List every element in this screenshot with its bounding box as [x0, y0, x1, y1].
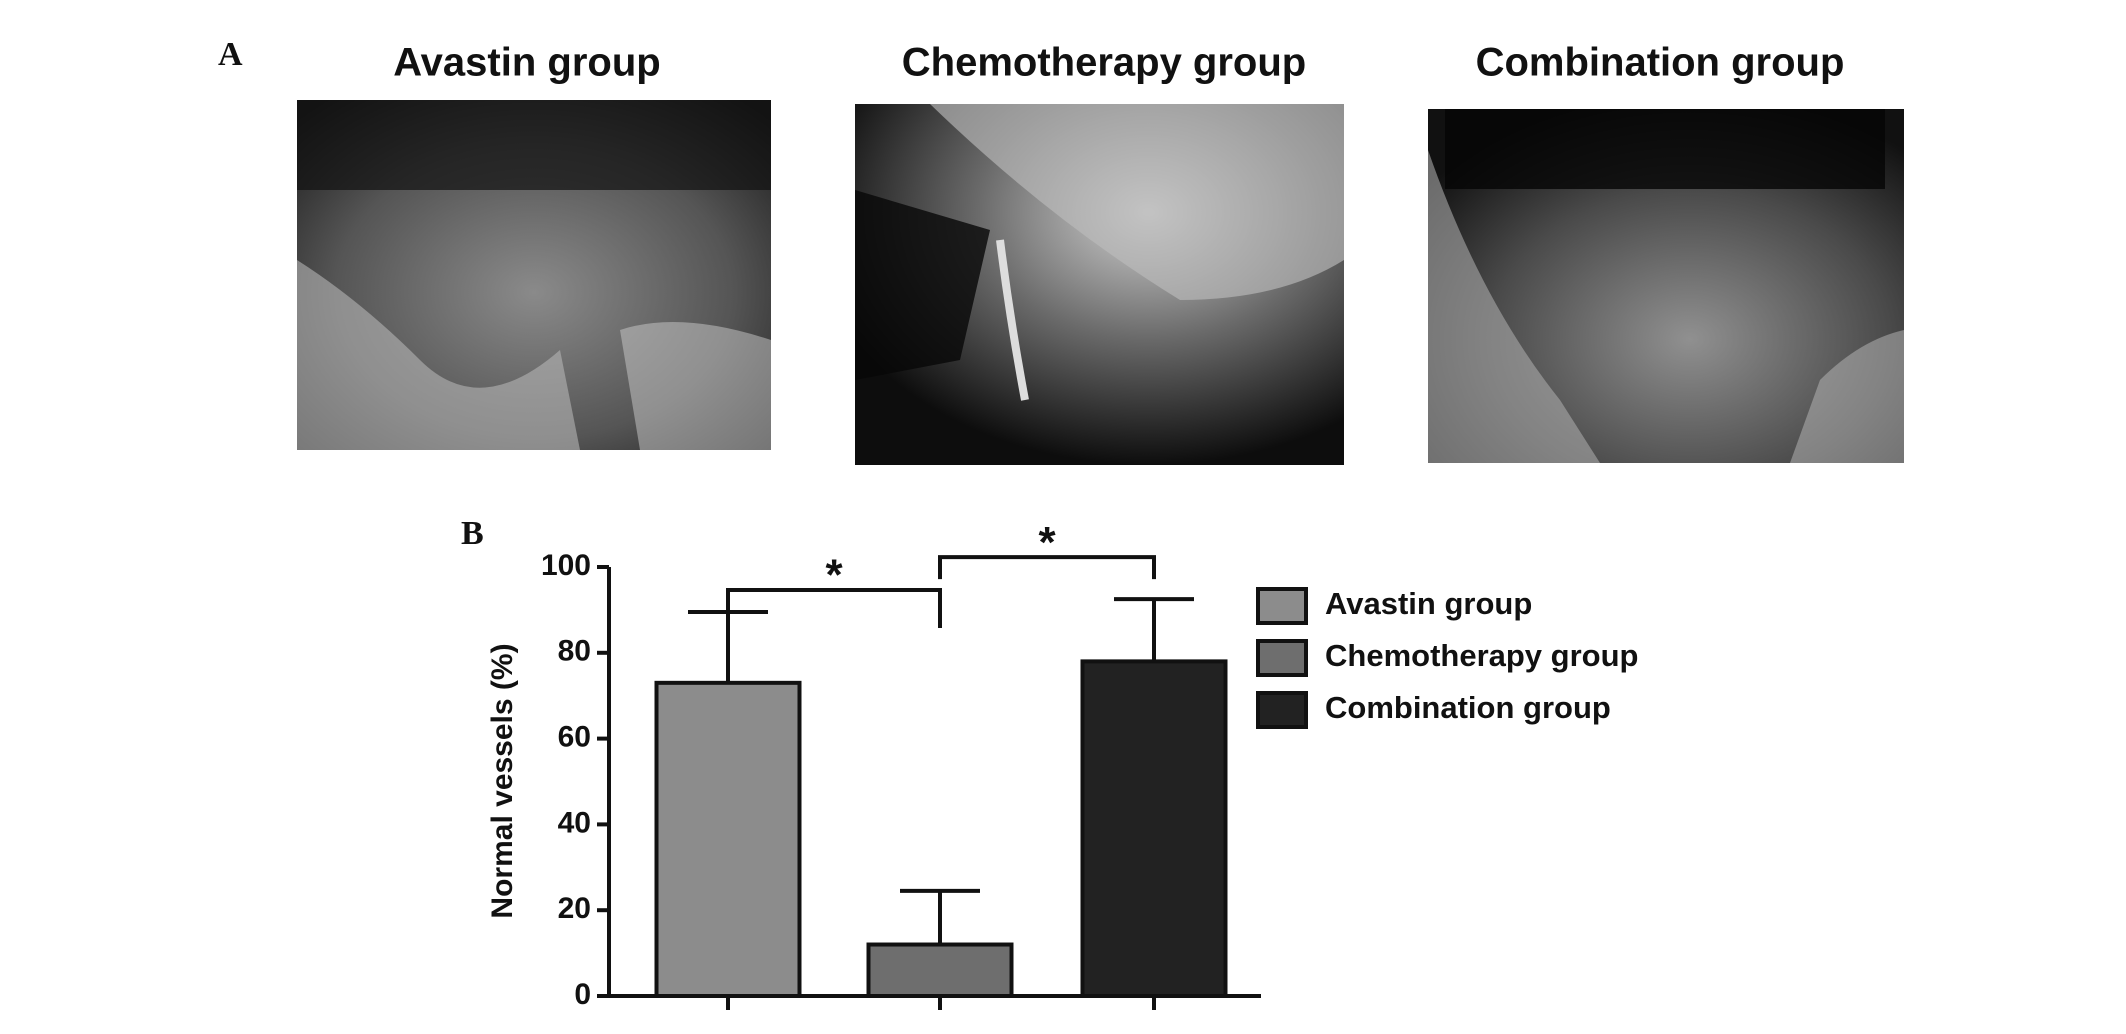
image-title: Combination group — [1476, 41, 1845, 85]
y-tick-label: 60 — [558, 721, 591, 754]
y-tick-label: 100 — [541, 549, 591, 582]
legend-label: Combination group — [1325, 690, 1611, 725]
y-tick-label: 80 — [558, 635, 591, 668]
panel-label: A — [218, 36, 243, 73]
legend-swatch — [1256, 639, 1308, 677]
sem-image — [855, 104, 1344, 465]
image-title: Avastin group — [393, 41, 660, 85]
y-axis-label: Normal vessels (%) — [486, 643, 519, 918]
bar — [654, 680, 802, 999]
y-tick-label: 0 — [574, 978, 591, 1011]
sem-image — [297, 100, 771, 450]
significance-label: * — [1038, 518, 1056, 567]
panel-label: B — [461, 515, 484, 552]
image-title: Chemotherapy group — [902, 41, 1306, 85]
legend-swatch — [1256, 691, 1308, 729]
legend-label: Avastin group — [1325, 586, 1532, 621]
legend-swatch — [1256, 587, 1308, 625]
y-tick-label: 20 — [558, 892, 591, 925]
bar — [866, 942, 1014, 999]
significance-label: * — [825, 551, 843, 600]
significance-bracket — [726, 588, 942, 629]
bar — [1080, 659, 1228, 998]
significance-bracket — [938, 555, 1156, 580]
y-tick-label: 40 — [558, 806, 591, 839]
sem-image — [1428, 109, 1904, 463]
legend-label: Chemotherapy group — [1325, 638, 1638, 673]
